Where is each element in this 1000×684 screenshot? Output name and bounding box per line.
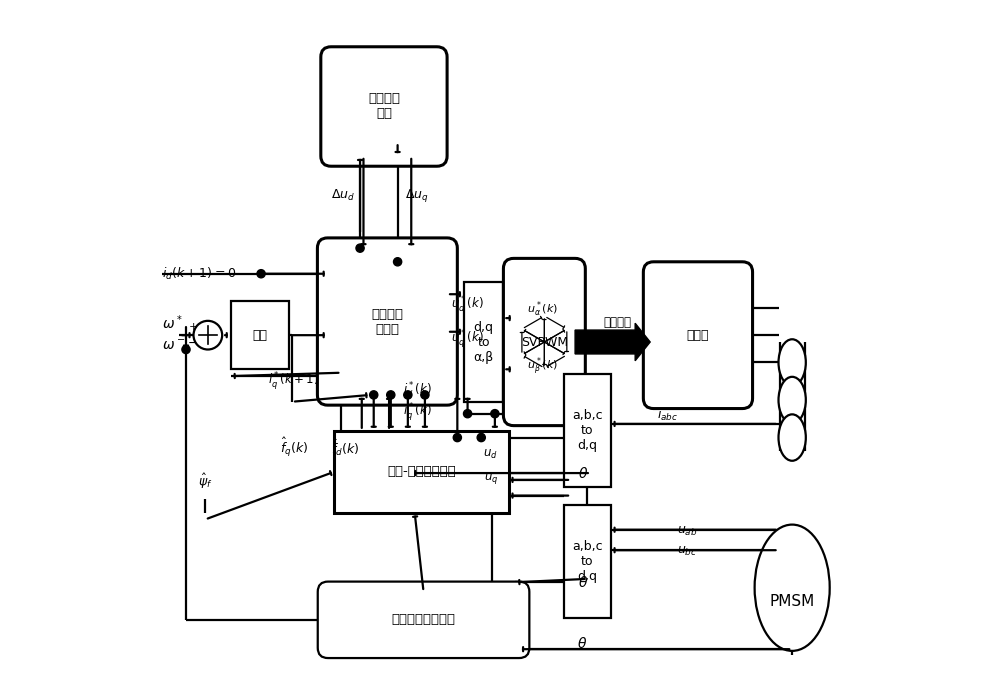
Text: 逃变器: 逃变器 xyxy=(687,329,709,342)
Text: $u_d^*(k)$: $u_d^*(k)$ xyxy=(451,294,484,315)
Circle shape xyxy=(463,410,472,418)
Ellipse shape xyxy=(779,339,806,386)
Text: $i_q^*(k+1)$: $i_q^*(k+1)$ xyxy=(268,370,319,392)
Text: a,b,c
to
d,q: a,b,c to d,q xyxy=(572,409,603,452)
Text: $\theta$: $\theta$ xyxy=(578,466,588,481)
FancyBboxPatch shape xyxy=(317,238,457,405)
Text: 驱动信号: 驱动信号 xyxy=(603,317,631,330)
Text: $\Delta u_d$: $\Delta u_d$ xyxy=(331,187,355,202)
Text: SVPWM: SVPWM xyxy=(521,335,568,349)
Text: 滑模: 滑模 xyxy=(252,329,267,342)
Circle shape xyxy=(477,434,485,442)
Circle shape xyxy=(453,434,461,442)
Circle shape xyxy=(182,345,190,354)
Circle shape xyxy=(257,269,265,278)
Text: $\omega^-$: $\omega^-$ xyxy=(162,339,185,353)
Text: $\Delta u_q$: $\Delta u_q$ xyxy=(405,187,429,204)
Text: d,q
to
α,β: d,q to α,β xyxy=(473,321,494,363)
Circle shape xyxy=(394,258,402,266)
Circle shape xyxy=(404,391,412,399)
FancyBboxPatch shape xyxy=(503,259,585,425)
Circle shape xyxy=(356,244,364,252)
Text: $+$: $+$ xyxy=(188,321,198,332)
Circle shape xyxy=(491,410,499,418)
Text: $u_d$: $u_d$ xyxy=(483,448,498,461)
Text: $\hat{f}_q(k)$: $\hat{f}_q(k)$ xyxy=(280,436,309,460)
Ellipse shape xyxy=(779,415,806,461)
Text: $i_d(k+1)=0$: $i_d(k+1)=0$ xyxy=(162,265,236,282)
Text: 滑模-龙伯格观测器: 滑模-龙伯格观测器 xyxy=(387,465,456,478)
FancyBboxPatch shape xyxy=(464,282,503,402)
Text: PMSM: PMSM xyxy=(770,594,815,609)
FancyBboxPatch shape xyxy=(564,505,611,618)
Circle shape xyxy=(421,391,429,399)
Text: $\hat{f}_d(k)$: $\hat{f}_d(k)$ xyxy=(331,437,359,458)
Text: $u_\beta^*(k)$: $u_\beta^*(k)$ xyxy=(527,356,558,378)
Text: 无差拍电
流预测: 无差拍电 流预测 xyxy=(371,308,403,336)
Text: a,b,c
to
d,q: a,b,c to d,q xyxy=(572,540,603,583)
Text: $u_q$: $u_q$ xyxy=(484,471,498,486)
Text: $\theta$: $\theta$ xyxy=(578,575,588,590)
FancyArrow shape xyxy=(575,324,650,360)
Text: $\theta$: $\theta$ xyxy=(577,636,587,651)
FancyBboxPatch shape xyxy=(321,47,447,166)
Text: $u_\alpha^*(k)$: $u_\alpha^*(k)$ xyxy=(527,300,558,319)
FancyBboxPatch shape xyxy=(334,431,509,512)
FancyBboxPatch shape xyxy=(643,262,753,408)
Text: $i_d^*(k)$: $i_d^*(k)$ xyxy=(403,381,432,402)
FancyBboxPatch shape xyxy=(564,374,611,487)
Text: $i_{abc}$: $i_{abc}$ xyxy=(657,407,678,423)
Text: $i_q^*(k)$: $i_q^*(k)$ xyxy=(403,401,432,423)
Text: $u_q^*(k)$: $u_q^*(k)$ xyxy=(451,328,484,350)
FancyBboxPatch shape xyxy=(318,581,529,658)
Circle shape xyxy=(370,391,378,399)
Circle shape xyxy=(194,321,222,350)
Text: 速度与位置传感器: 速度与位置传感器 xyxy=(392,614,456,627)
Ellipse shape xyxy=(755,525,830,651)
Ellipse shape xyxy=(779,377,806,423)
Text: $u_{bc}$: $u_{bc}$ xyxy=(677,545,698,558)
FancyBboxPatch shape xyxy=(231,301,289,369)
Text: $-$: $-$ xyxy=(187,335,198,349)
Text: $\omega^*$: $\omega^*$ xyxy=(162,313,183,332)
Circle shape xyxy=(387,391,395,399)
Text: $u_{ab}$: $u_{ab}$ xyxy=(677,525,698,538)
Text: $\hat{\psi}_f$: $\hat{\psi}_f$ xyxy=(198,473,212,492)
Text: 前馈扰动
补偿: 前馈扰动 补偿 xyxy=(368,92,400,120)
